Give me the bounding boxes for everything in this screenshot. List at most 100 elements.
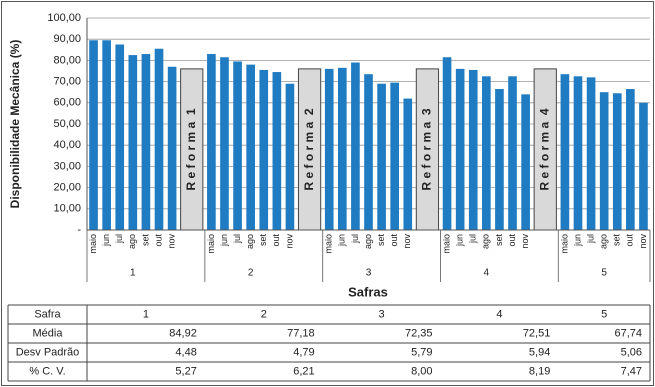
bar [233,61,242,231]
group-label: 5 [601,268,607,279]
x-tick-label: maio [88,234,98,254]
table-cell: 72,35 [405,327,433,339]
x-tick-label: ago [245,234,255,249]
y-tick-label: 100,00 [47,12,81,24]
table-header: 3 [379,308,385,320]
x-tick-label: jul [350,234,360,244]
y-tick-label: 80,00 [53,54,81,66]
y-tick-label: 40,00 [53,139,81,151]
y-tick-label: - [77,224,81,236]
table-cell: 8,19 [529,365,550,377]
x-tick-label: maio [559,234,569,254]
y-tick-label: 20,00 [53,182,81,194]
group-label: 4 [484,268,490,279]
bar [115,44,125,230]
bar [207,54,216,230]
table-cell: 72,51 [523,327,551,339]
bar [246,64,255,230]
bar [364,74,373,231]
table-cell: 67,74 [614,327,642,339]
bar [154,48,164,230]
y-tick-label: 10,00 [53,203,81,215]
y-tick-label: 90,00 [53,33,81,45]
bar [521,94,530,230]
bar [89,40,98,231]
bar [599,92,609,230]
x-tick-label: jun [101,234,111,247]
bar [285,83,295,230]
bar [560,74,570,231]
table-cell: 7,47 [621,365,642,377]
table-row-label: Desv Padrão [16,346,80,358]
x-tick-label: jun [337,234,347,247]
x-tick-label: out [153,234,163,247]
bar [272,72,282,230]
y-tick-label: 70,00 [53,76,81,88]
x-tick-label: jul [585,234,595,244]
x-tick-label: jun [219,234,229,247]
bar [482,76,491,230]
table-header: 2 [261,308,267,320]
table-cell: 6,21 [293,365,314,377]
table-header: Safra [34,308,61,320]
bar [390,82,400,230]
x-axis-title: Safras [348,284,388,299]
x-tick-label: ago [363,234,373,249]
x-tick-label: ago [481,234,491,249]
x-tick-label: nov [638,234,648,249]
y-tick-label: 60,00 [53,97,81,109]
table-cell: 5,79 [411,346,432,358]
x-tick-label: jul [114,234,124,244]
x-tick-label: jul [468,234,478,244]
bar [639,102,648,230]
table-cell: 5,06 [621,346,642,358]
bar [377,83,386,230]
group-label: 2 [248,268,254,279]
bar [220,57,229,230]
annotation: R e f o r m a 4 [537,108,551,190]
x-tick-label: out [625,234,635,247]
bar [259,69,269,230]
table-cell: 77,18 [287,327,315,339]
bar [626,89,635,231]
bar [455,68,465,230]
x-tick-label: jul [232,234,242,244]
x-tick-label: maio [206,234,216,254]
x-tick-label: out [389,234,399,247]
bar [508,76,517,230]
bar [324,68,334,230]
table-header: 5 [601,308,607,320]
group-label: 1 [130,268,136,279]
x-tick-label: set [258,234,268,247]
bar [612,93,622,230]
y-tick-label: 50,00 [53,118,81,130]
x-tick-label: ago [599,234,609,249]
x-tick-label: nov [284,234,294,249]
x-tick-label: out [271,234,281,247]
y-axis-title: Disponibilidade Mecânica (%) [8,40,22,209]
x-tick-label: set [494,234,504,247]
x-tick-label: set [612,234,622,247]
table-cell: 5,27 [175,365,196,377]
bar [141,54,151,230]
table-cell: 4,48 [175,346,196,358]
annotation: R e f o r m a 3 [420,108,434,190]
table-cell: 5,94 [529,346,550,358]
bar [573,76,583,230]
table-header: 4 [496,308,502,320]
x-tick-label: set [140,234,150,247]
bar [442,57,452,230]
x-tick-label: nov [402,234,412,249]
bar [337,67,347,230]
bar [586,77,596,230]
table-cell: 84,92 [169,327,197,339]
bar [403,98,413,230]
x-tick-label: jun [455,234,465,247]
annotation: R e f o r m a 2 [302,108,316,190]
bar [102,40,111,231]
bar [167,66,177,230]
x-tick-label: nov [166,234,176,249]
table-header: 1 [143,308,149,320]
x-tick-label: nov [520,234,530,249]
